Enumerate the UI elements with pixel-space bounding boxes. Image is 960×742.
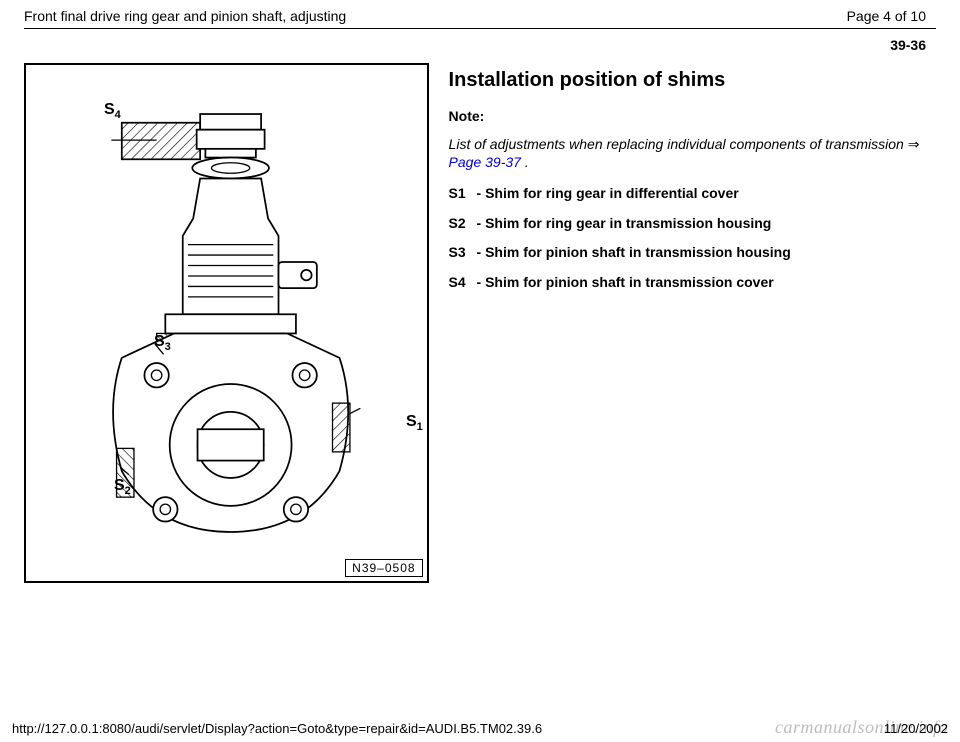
figure-ref: N39–0508 xyxy=(345,559,422,577)
section-number: 39-36 xyxy=(0,31,960,53)
note-label: Note: xyxy=(449,108,936,124)
content-row: S4 S3 S2 S1 N39–0508 Installation positi… xyxy=(0,53,960,583)
note-arrow-icon: ⇒ xyxy=(908,136,920,152)
shim-key: S4 xyxy=(449,274,477,290)
figure-svg xyxy=(26,65,427,581)
header-title: Front final drive ring gear and pinion s… xyxy=(24,8,346,24)
note-body: List of adjustments when replacing indiv… xyxy=(449,136,936,171)
note-body-suffix: . xyxy=(525,154,529,170)
note-body-prefix: List of adjustments when replacing indiv… xyxy=(449,136,908,152)
shim-key: S3 xyxy=(449,244,477,260)
callout-s3: S3 xyxy=(154,333,171,353)
list-item: S4 - Shim for pinion shaft in transmissi… xyxy=(449,274,936,292)
section-heading: Installation position of shims xyxy=(449,69,936,92)
figure-box: S4 S3 S2 S1 N39–0508 xyxy=(24,63,429,583)
callout-s4: S4 xyxy=(104,101,121,121)
header-page-of: Page 4 of 10 xyxy=(847,8,926,24)
list-item: S1 - Shim for ring gear in differential … xyxy=(449,185,936,203)
footer-date: 11/20/2002 xyxy=(884,721,948,736)
shim-text: - Shim for ring gear in differential cov… xyxy=(477,185,936,203)
list-item: S3 - Shim for pinion shaft in transmissi… xyxy=(449,244,936,262)
note-link[interactable]: Page 39-37 xyxy=(449,154,525,170)
shim-list: S1 - Shim for ring gear in differential … xyxy=(449,185,936,291)
page-root: Front final drive ring gear and pinion s… xyxy=(0,0,960,742)
shim-text: - Shim for pinion shaft in transmission … xyxy=(477,274,936,292)
header-rule xyxy=(24,28,936,29)
page-footer: http://127.0.0.1:8080/audi/servlet/Displ… xyxy=(12,721,948,736)
text-column: Installation position of shims Note: Lis… xyxy=(449,63,936,583)
list-item: S2 - Shim for ring gear in transmission … xyxy=(449,215,936,233)
shim-key: S1 xyxy=(449,185,477,201)
callout-s1: S1 xyxy=(406,413,423,433)
callout-s2: S2 xyxy=(114,477,131,497)
shim-key: S2 xyxy=(449,215,477,231)
shim-text: - Shim for pinion shaft in transmission … xyxy=(477,244,936,262)
footer-url: http://127.0.0.1:8080/audi/servlet/Displ… xyxy=(12,721,542,736)
page-header: Front final drive ring gear and pinion s… xyxy=(0,0,960,26)
shim-text: - Shim for ring gear in transmission hou… xyxy=(477,215,936,233)
